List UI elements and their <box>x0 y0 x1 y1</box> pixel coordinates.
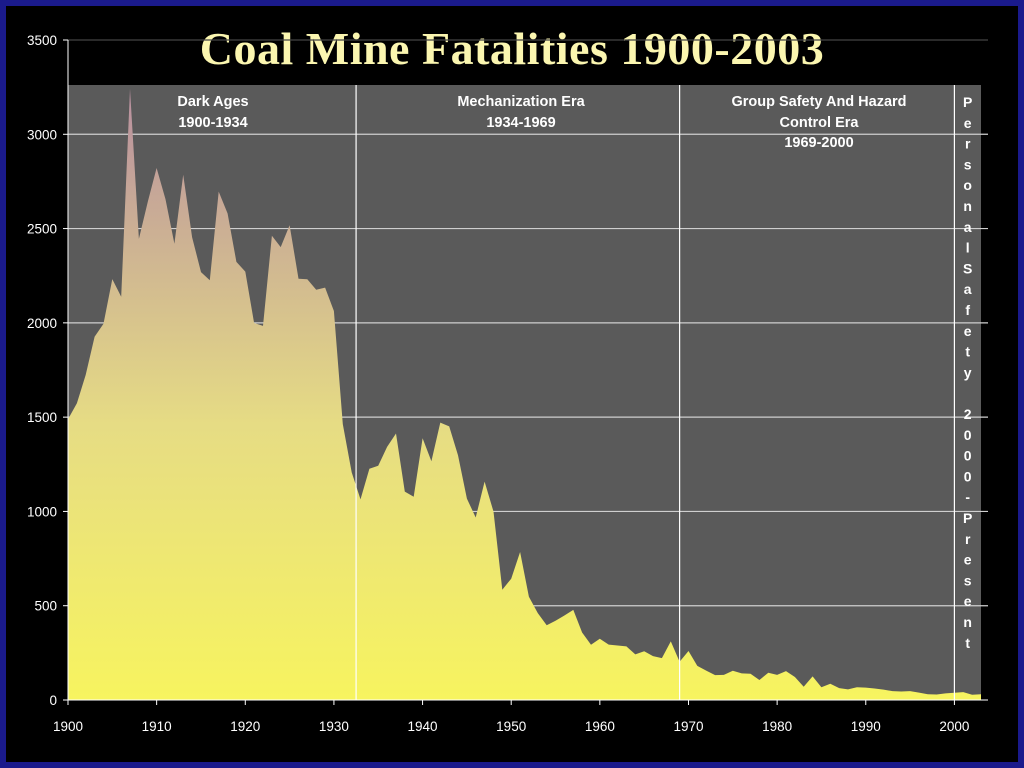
personal-safety-char: P <box>963 94 972 110</box>
y-tick-label-2000: 2000 <box>27 316 57 331</box>
y-tick-label-1500: 1500 <box>27 410 57 425</box>
y-tick-label-3500: 3500 <box>27 33 57 48</box>
x-tick-label-1990: 1990 <box>851 719 881 734</box>
x-tick-label-1980: 1980 <box>762 719 792 734</box>
x-tick-label-1970: 1970 <box>673 719 703 734</box>
personal-safety-char: n <box>963 614 972 630</box>
x-tick-label-1900: 1900 <box>53 719 83 734</box>
personal-safety-char: S <box>963 260 972 276</box>
y-tick-label-0: 0 <box>49 693 57 708</box>
personal-safety-char: l <box>966 240 970 256</box>
era-mechanization-label: Mechanization Era <box>457 94 585 110</box>
x-tick-label-2000: 2000 <box>939 719 969 734</box>
x-tick-label-1940: 1940 <box>408 719 438 734</box>
personal-safety-char: 0 <box>964 427 972 443</box>
era-dividers <box>355 85 956 700</box>
era-group-safety-label: Group Safety And Hazard <box>731 94 906 110</box>
x-tick-labels: 1900 1910 1920 1930 1940 1950 1960 1970 1980 1990… <box>53 700 969 734</box>
y-tick-label-1000: 1000 <box>27 504 57 519</box>
personal-safety-char: y <box>964 364 972 380</box>
personal-safety-char: 2 <box>964 406 972 422</box>
x-tick-label-1960: 1960 <box>585 719 615 734</box>
personal-safety-char: f <box>965 302 970 318</box>
era-dark-ages-label: Dark Ages <box>177 94 248 110</box>
era-mechanization-years: 1934-1969 <box>486 115 555 131</box>
y-tick-label-2500: 2500 <box>27 222 57 237</box>
personal-safety-char: a <box>964 281 972 297</box>
personal-safety-char: n <box>963 198 972 214</box>
personal-safety-char: e <box>964 552 972 568</box>
personal-safety-char: e <box>964 115 972 131</box>
personal-safety-char: - <box>965 489 970 505</box>
x-tick-label-1950: 1950 <box>496 719 526 734</box>
personal-safety-char: 0 <box>964 448 972 464</box>
personal-safety-char: t <box>965 635 970 651</box>
x-tick-label-1930: 1930 <box>319 719 349 734</box>
era-dark-ages-years: 1900-1934 <box>178 115 247 131</box>
personal-safety-char: P <box>963 510 972 526</box>
fatalities-area <box>68 88 981 700</box>
x-tick-label-1920: 1920 <box>230 719 260 734</box>
personal-safety-char: a <box>964 219 972 235</box>
personal-safety-char: s <box>964 156 972 172</box>
x-tick-label-1910: 1910 <box>142 719 172 734</box>
personal-safety-char: t <box>965 344 970 360</box>
personal-safety-char: e <box>964 323 972 339</box>
y-tick-label-500: 500 <box>34 599 57 614</box>
axes <box>67 40 988 701</box>
personal-safety-char: r <box>965 136 971 152</box>
y-tick-labels: 0 500 1000 1500 2000 2500 3000 3500 <box>27 33 68 708</box>
chart-title: Coal Mine Fatalities 1900-2003 <box>199 23 825 74</box>
y-tick-label-3000: 3000 <box>27 127 57 142</box>
personal-safety-char: o <box>963 177 972 193</box>
personal-safety-char: r <box>965 531 971 547</box>
personal-safety-char: 0 <box>964 468 972 484</box>
personal-safety-char: s <box>964 572 972 588</box>
personal-safety-char: e <box>964 593 972 609</box>
era-group-safety-label-2: Control Era <box>780 115 860 131</box>
era-group-safety-years: 1969-2000 <box>784 135 853 151</box>
